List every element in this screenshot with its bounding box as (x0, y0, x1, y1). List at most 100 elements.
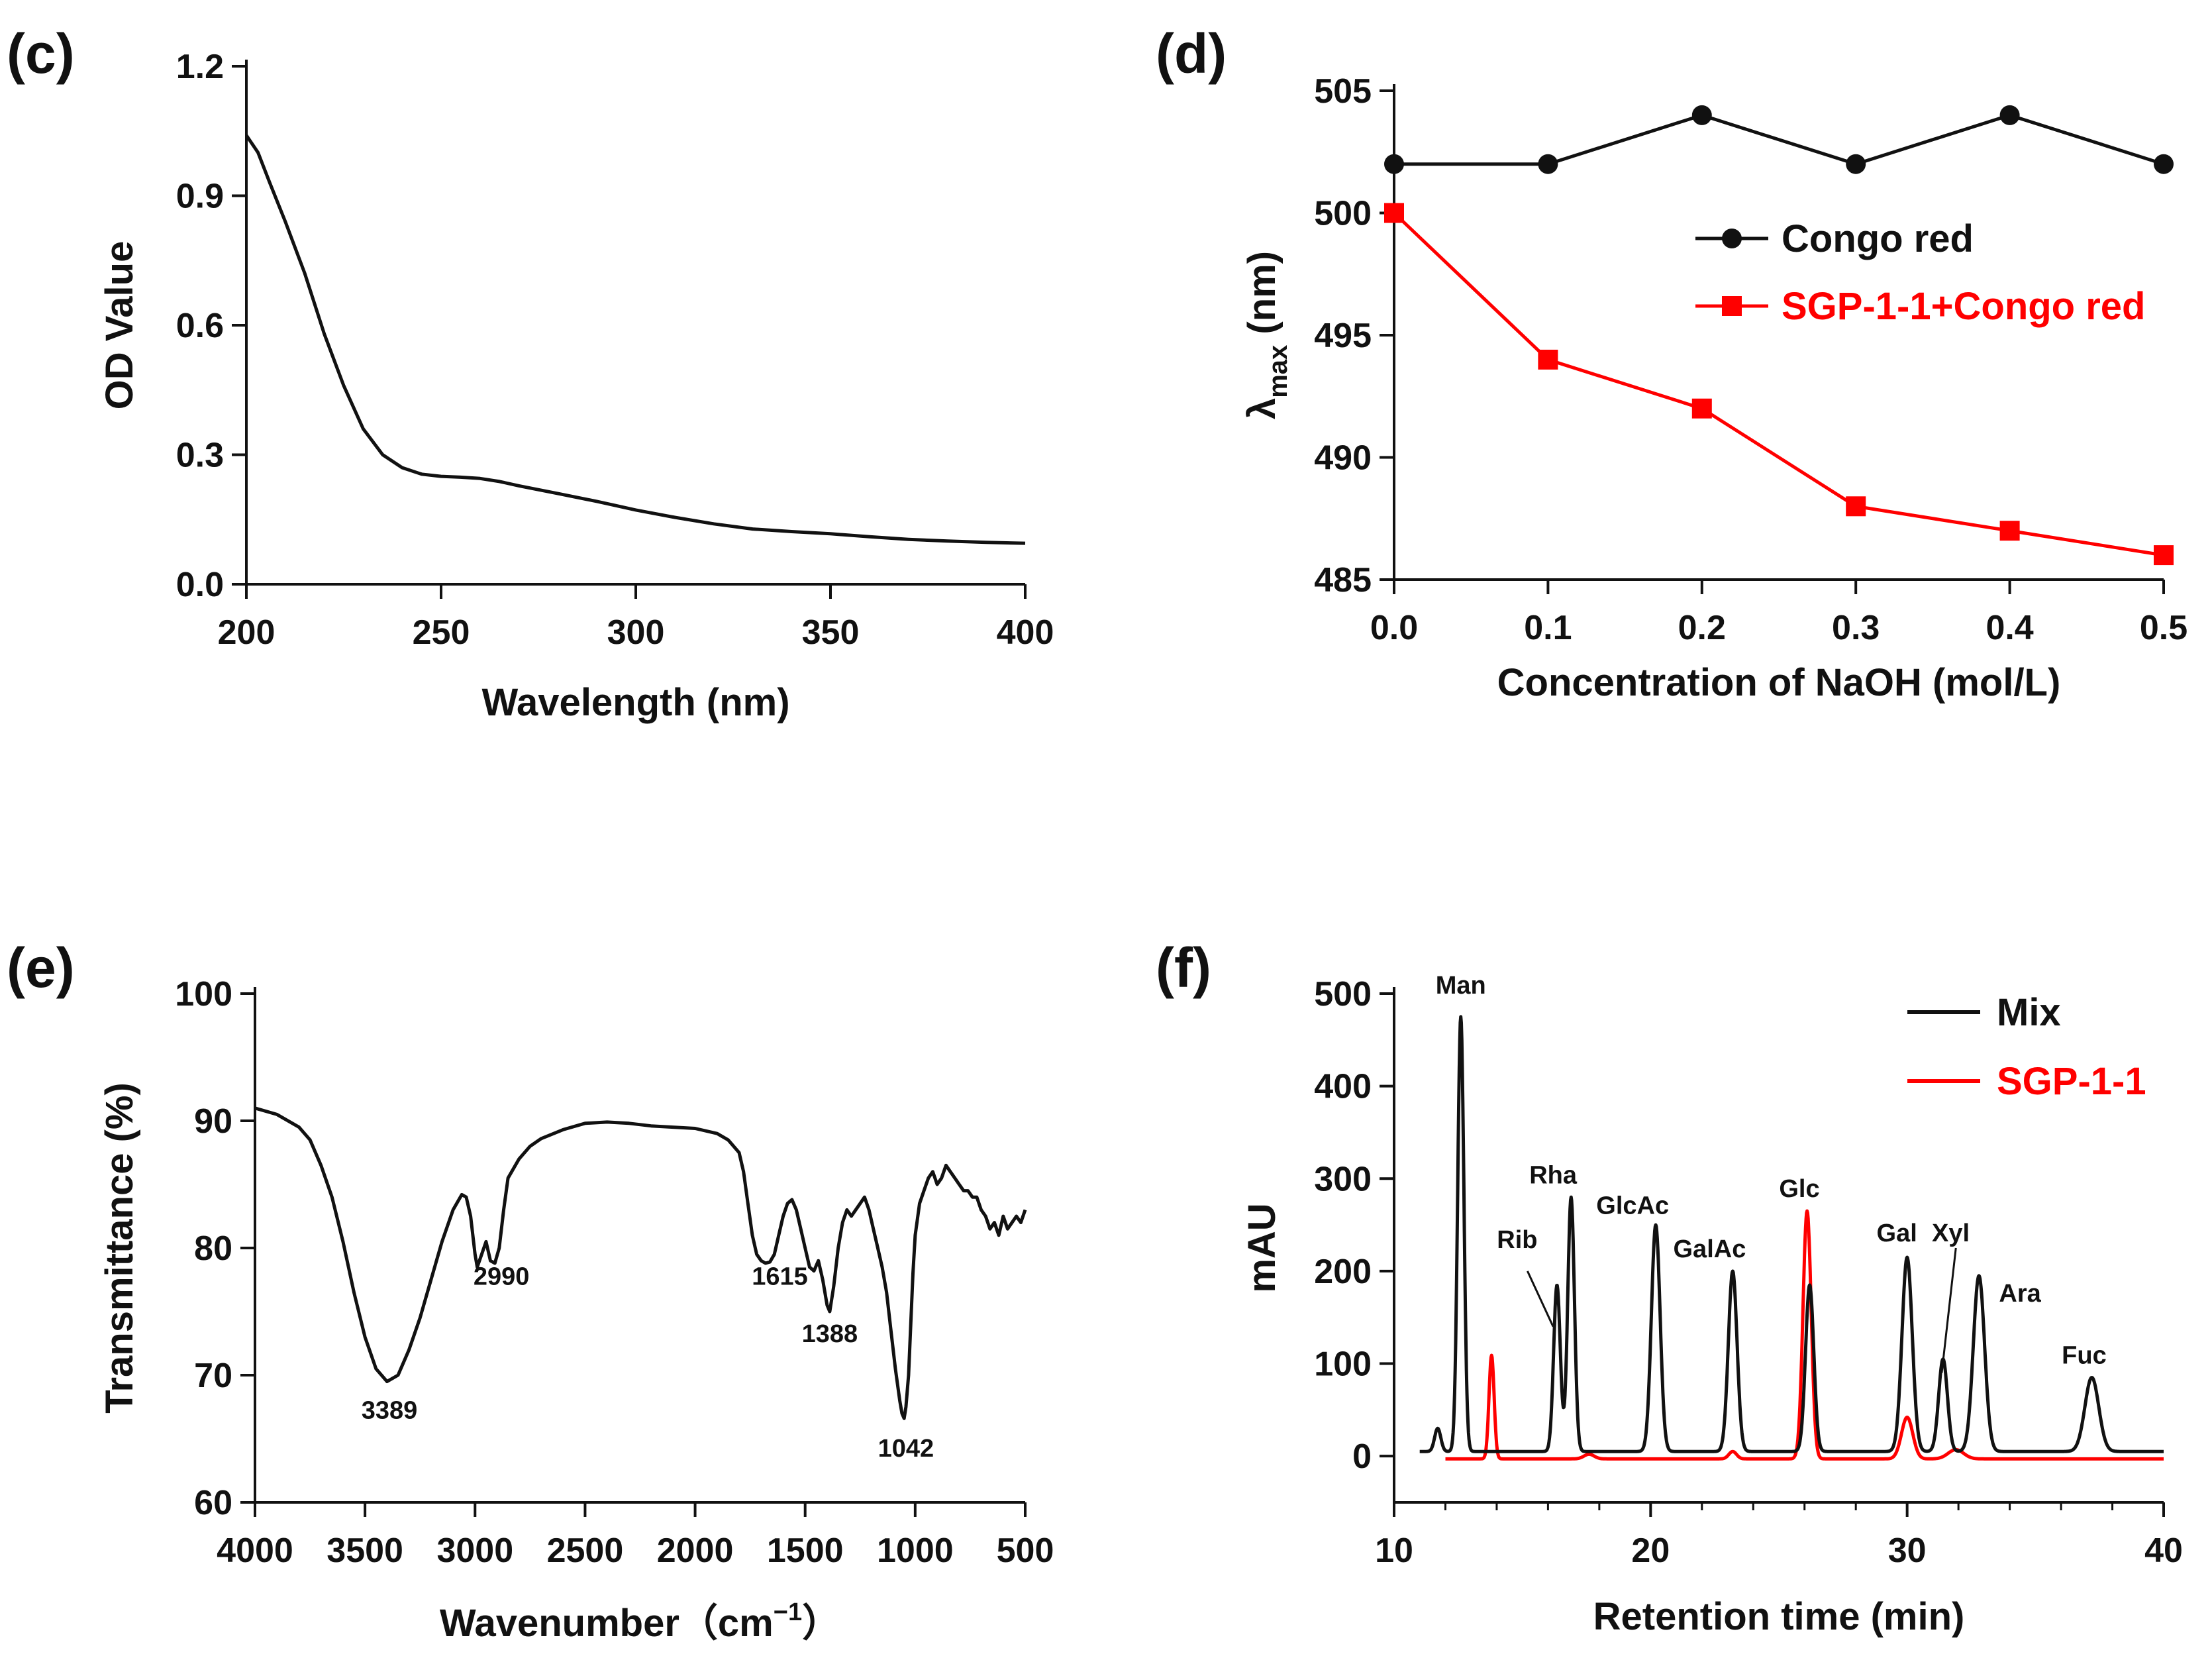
chart-panel-e: (e) 4000 3500 3000 2500 2000 1500 1000 500 60 70 80… (7, 937, 1054, 1645)
series-line-sgp-1-1 (1444, 1209, 2165, 1461)
y-tick-label: 400 (1314, 1068, 1372, 1106)
data-point-circle (1691, 105, 1712, 125)
y-tick-label: 0.6 (176, 307, 224, 345)
data-point-circle (1384, 154, 1404, 174)
x-tick-label: 500 (997, 1532, 1054, 1570)
panel-letter: (e) (7, 937, 75, 999)
x-tick-label: 40 (2144, 1532, 2183, 1570)
x-tick-label: 0.1 (1524, 609, 1572, 647)
x-tick-label: 0.3 (1832, 609, 1880, 647)
data-point-square (1846, 496, 1866, 517)
x-tick-label: 200 (218, 613, 276, 652)
legend-label: SGP-1-1 (1997, 1060, 2146, 1103)
y-tick-label: 90 (194, 1102, 232, 1141)
x-tick-label: 0.2 (1678, 609, 1726, 647)
peak-annotation: 1042 (878, 1435, 934, 1463)
data-point-square (2154, 545, 2174, 566)
y-tick-label: 100 (1314, 1345, 1372, 1384)
y-tick-label: 0.3 (176, 437, 224, 475)
peak-annotation: 2990 (474, 1263, 530, 1291)
legend-label: Mix (1997, 991, 2061, 1034)
peak-label: Glc (1779, 1175, 1819, 1203)
legend-label: Congo red (1782, 217, 1974, 260)
x-tick-label: 2500 (547, 1532, 624, 1570)
data-point-square (1384, 203, 1404, 223)
x-tick-label: 400 (997, 613, 1054, 652)
x-axis-title: Wavenumber（cm−1） (440, 1598, 840, 1645)
x-axis-title: Concentration of NaOH (mol/L) (1497, 661, 2061, 704)
y-tick-label: 495 (1314, 317, 1372, 355)
x-tick-label: 300 (607, 613, 665, 652)
data-point-circle (1538, 154, 1558, 174)
x-tick-label: 1500 (767, 1532, 844, 1570)
peak-label: Xyl (1932, 1220, 1970, 1247)
y-axis-title: λmax (nm) (1240, 251, 1293, 419)
chart-panel-d: (d) 0.0 0.1 0.2 0.3 0.4 0.5 485 490 495 500 505 Conc… (1156, 23, 2187, 704)
x-axis-title-main: Wavenumber（cm (440, 1602, 774, 1645)
y-tick-label: 70 (194, 1357, 232, 1395)
y-axis-title-unit: (nm) (1240, 251, 1283, 345)
peak-label: Gal (1877, 1220, 1917, 1247)
x-tick-label: 0.0 (1370, 609, 1418, 647)
panel-letter: (f) (1156, 937, 1211, 999)
y-tick-label: 0.0 (176, 566, 224, 604)
y-tick-label: 200 (1314, 1253, 1372, 1291)
legend-marker-circle (1722, 229, 1742, 248)
y-tick-label: 490 (1314, 439, 1372, 478)
y-tick-label: 0.9 (176, 178, 224, 216)
y-axis-title: OD Value (98, 241, 141, 410)
peak-annotation: 1388 (802, 1320, 858, 1348)
x-tick-label: 0.4 (1986, 609, 2033, 647)
y-tick-label: 505 (1314, 72, 1372, 111)
data-point-circle (1999, 105, 2020, 125)
y-tick-label: 300 (1314, 1160, 1372, 1198)
peak-label: GlcAc (1596, 1192, 1669, 1220)
chart-panel-c: (c) 200 250 300 350 400 0.0 0.3 0.6 0.9 1.2 Wavelen… (7, 23, 1054, 724)
x-tick-label: 10 (1375, 1532, 1413, 1570)
peak-label: Rha (1529, 1161, 1578, 1189)
data-point-square (1999, 521, 2020, 541)
data-point-square (1538, 349, 1558, 370)
y-tick-label: 500 (1314, 975, 1372, 1013)
y-tick-label: 100 (175, 975, 232, 1013)
y-tick-label: 0 (1352, 1437, 1372, 1476)
data-point-square (1691, 398, 1712, 419)
x-axis-title-sup: −1 (774, 1598, 802, 1626)
y-tick-label: 80 (194, 1229, 232, 1268)
series-line-sgp-congo-red (1393, 211, 2164, 557)
x-tick-label: 20 (1631, 1532, 1670, 1570)
x-tick-label: 4000 (217, 1532, 293, 1570)
panel-letter: (c) (7, 23, 75, 85)
legend-marker-square (1722, 296, 1742, 316)
series-line-od (244, 134, 1026, 545)
peak-label: Rib (1497, 1226, 1537, 1254)
data-point-circle (1846, 154, 1866, 174)
peak-label: GalAc (1674, 1235, 1746, 1263)
y-tick-label: 500 (1314, 195, 1372, 233)
xyl-leader-line (1940, 1247, 1957, 1373)
x-tick-label: 2000 (657, 1532, 734, 1570)
x-axis-title: Wavelength (nm) (481, 681, 789, 724)
panel-letter: (d) (1156, 23, 1227, 85)
x-tick-label: 3500 (327, 1532, 403, 1570)
x-tick-label: 1000 (877, 1532, 954, 1570)
x-axis-title: Retention time (min) (1593, 1595, 1965, 1638)
x-tick-label: 350 (802, 613, 860, 652)
y-tick-label: 485 (1314, 561, 1372, 599)
x-tick-label: 3000 (436, 1532, 513, 1570)
rib-leader-line (1527, 1271, 1554, 1327)
peak-label: Man (1436, 972, 1486, 1000)
legend-label: SGP-1-1+Congo red (1782, 285, 2145, 328)
series-line-congo-red (1394, 113, 2164, 166)
series-line-ir (254, 1106, 1027, 1420)
peak-annotation: 1615 (752, 1263, 808, 1291)
y-axis-title-sub: max (1264, 345, 1293, 398)
peak-label: Ara (1999, 1280, 2041, 1308)
data-point-circle (2154, 154, 2174, 174)
y-tick-label: 1.2 (176, 48, 224, 86)
peak-annotation: 3389 (362, 1396, 418, 1424)
y-tick-label: 60 (194, 1484, 232, 1522)
series-line-mix (1419, 1015, 2165, 1453)
